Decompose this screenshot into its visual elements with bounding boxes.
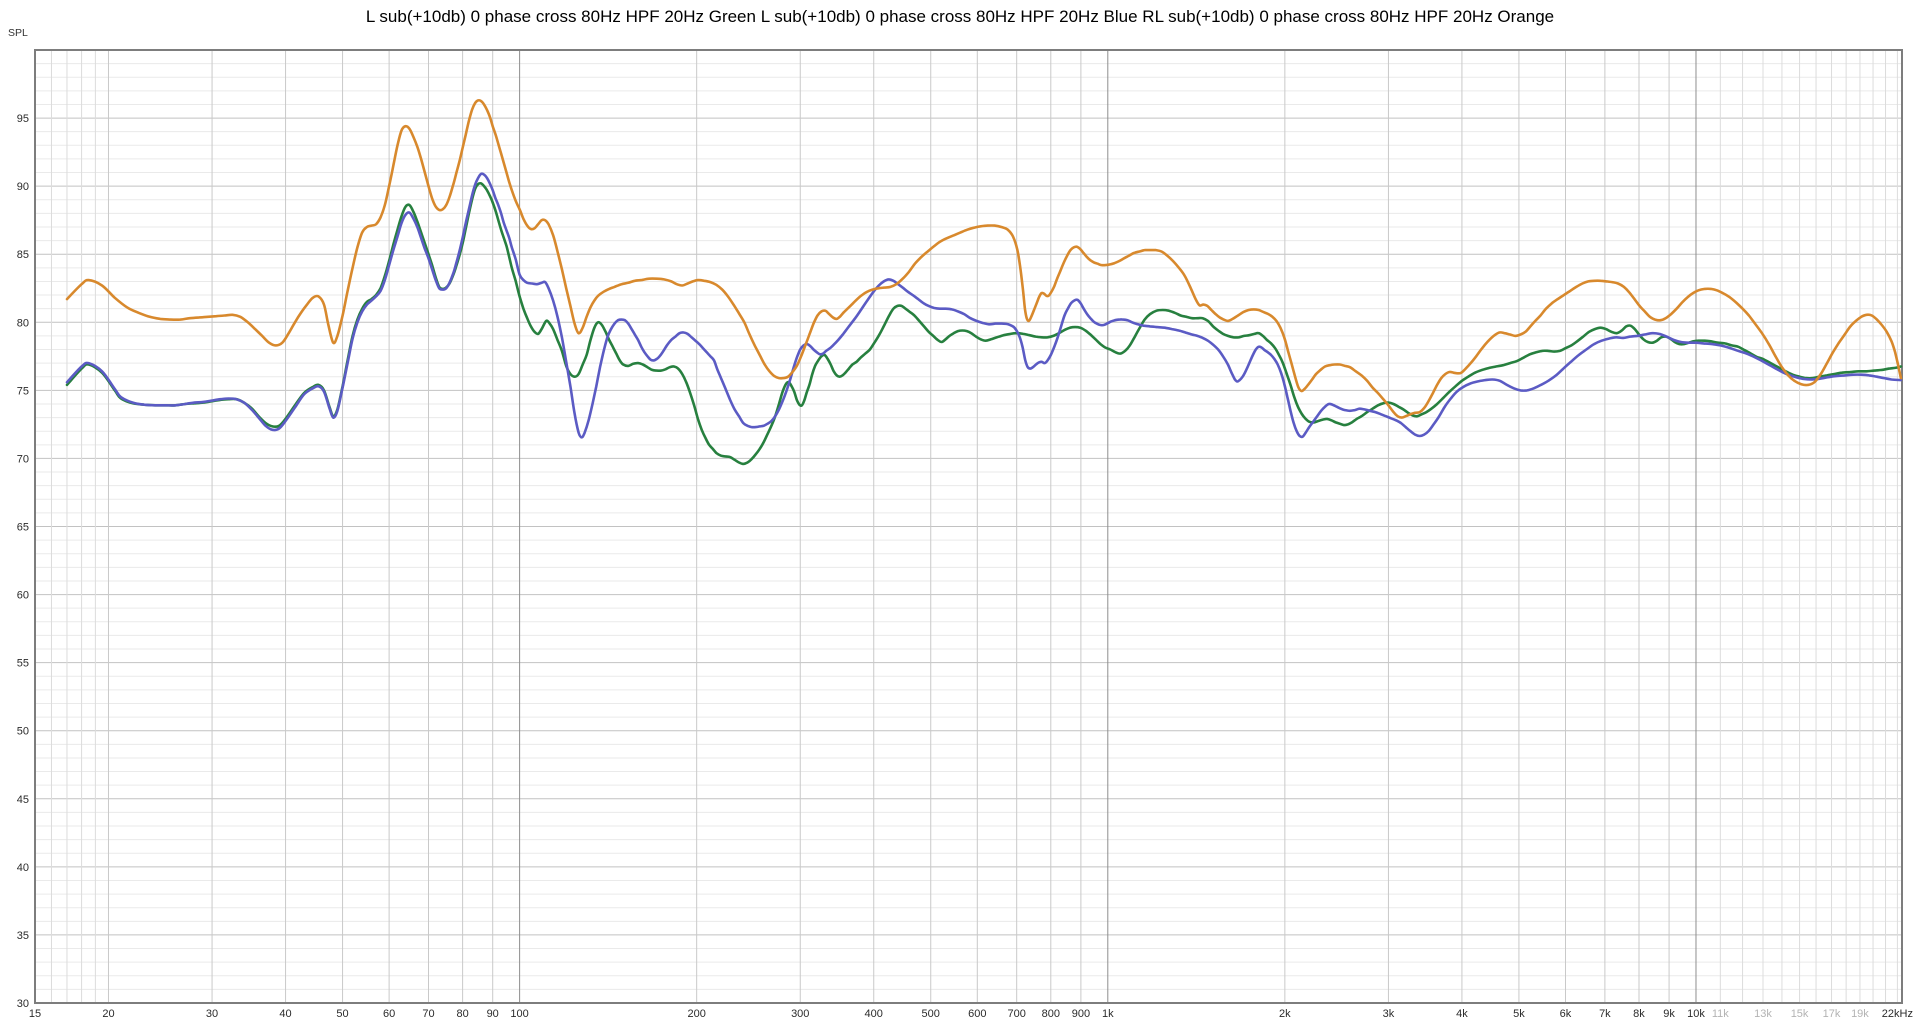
x-tick-label: 6k — [1560, 1008, 1572, 1020]
x-tick-label: 100 — [510, 1008, 528, 1020]
y-tick-label: 80 — [17, 317, 29, 329]
x-tick-label: 50 — [336, 1008, 348, 1020]
y-tick-label: 75 — [17, 385, 29, 397]
y-tick-label: 70 — [17, 453, 29, 465]
curve-blue — [65, 172, 1903, 439]
x-tick-label: 800 — [1042, 1008, 1060, 1020]
x-tick-label: 11k — [1712, 1008, 1729, 1020]
vertical-gridlines — [50, 50, 1898, 1003]
x-tick-label: 80 — [456, 1008, 468, 1020]
x-tick-label: 4k — [1456, 1008, 1468, 1020]
horizontal-gridlines — [35, 63, 1902, 990]
x-tick-label: 60 — [383, 1008, 395, 1020]
x-tick-label: 13k — [1754, 1008, 1772, 1020]
x-tick-label: 8k — [1633, 1008, 1645, 1020]
x-tick-label: 400 — [865, 1008, 883, 1020]
y-tick-label: 50 — [17, 726, 29, 738]
x-tick-label: 5k — [1513, 1008, 1525, 1020]
x-tick-label: 2k — [1279, 1008, 1291, 1020]
x-tick-label: 30 — [206, 1008, 218, 1020]
x-tick-label: 17k — [1823, 1008, 1841, 1020]
x-axis-tick-labels: 15 20 30 40 50 60 70 80 90 100 200 300 400 500 600 700 8… — [29, 1008, 1913, 1020]
x-tick-label: 300 — [791, 1008, 809, 1020]
y-tick-label: 40 — [17, 862, 29, 874]
y-axis-unit-label: SPL — [8, 27, 28, 39]
x-tick-label: 20 — [102, 1008, 114, 1020]
x-tick-label: 10k — [1687, 1008, 1705, 1020]
x-tick-label: 15k — [1791, 1008, 1809, 1020]
x-tick-label: 600 — [968, 1008, 986, 1020]
plot-border — [34, 49, 1903, 1004]
x-tick-label: 200 — [687, 1008, 705, 1020]
x-tick-label: 500 — [922, 1008, 940, 1020]
x-tick-label: 3k — [1383, 1008, 1395, 1020]
y-tick-label: 55 — [17, 658, 29, 670]
y-axis-tick-labels: 95 90 85 80 75 70 65 60 55 50 45 40 35 30 — [17, 113, 29, 1010]
x-tick-label: 900 — [1072, 1008, 1090, 1020]
x-tick-label: 7k — [1599, 1008, 1611, 1020]
curve-orange — [65, 98, 1903, 419]
y-tick-label: 60 — [17, 590, 29, 602]
y-tick-label: 65 — [17, 522, 29, 534]
x-tick-label: 90 — [487, 1008, 499, 1020]
x-tick-label: 40 — [279, 1008, 291, 1020]
y-tick-label: 85 — [17, 249, 29, 261]
y-tick-label: 30 — [17, 998, 29, 1010]
x-tick-label: 9k — [1663, 1008, 1675, 1020]
y-tick-label: 45 — [17, 794, 29, 806]
x-tick-label: 700 — [1008, 1008, 1026, 1020]
y-tick-label: 35 — [17, 930, 29, 942]
x-tick-label: 19k — [1851, 1008, 1869, 1020]
y-tick-label: 90 — [17, 181, 29, 193]
x-tick-label: 1k — [1102, 1008, 1114, 1020]
y-tick-label: 95 — [17, 113, 29, 125]
x-tick-label: 22kHz — [1882, 1008, 1913, 1020]
x-tick-label: 70 — [422, 1008, 434, 1020]
x-tick-label: 15 — [29, 1008, 41, 1020]
graph-title: L sub(+10db) 0 phase cross 80Hz HPF 20Hz… — [365, 7, 1555, 26]
